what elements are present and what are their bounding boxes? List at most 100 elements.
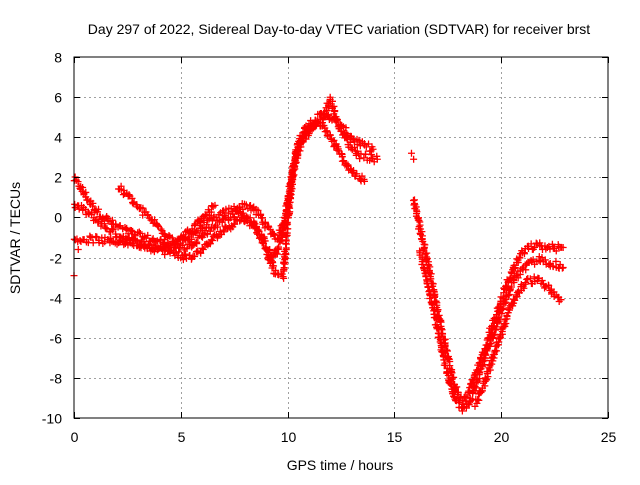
data-point — [360, 177, 368, 185]
y-tick-label: -6 — [50, 331, 63, 347]
y-tick-label: -10 — [42, 411, 62, 427]
data-point — [305, 127, 313, 135]
data-point — [213, 223, 221, 231]
data-point — [515, 253, 523, 261]
data-point — [297, 138, 305, 146]
x-tick-label: 0 — [71, 429, 79, 445]
data-series — [115, 182, 217, 248]
plot-border — [73, 56, 609, 419]
data-point — [287, 191, 295, 199]
data-point — [356, 155, 364, 163]
data-point — [479, 360, 487, 368]
data-point — [89, 199, 97, 207]
data-series — [416, 247, 566, 415]
data-point — [446, 379, 454, 387]
data-point — [110, 225, 118, 233]
data-point — [463, 393, 471, 401]
data-point — [270, 262, 278, 270]
data-point — [289, 166, 297, 174]
data-point — [531, 243, 539, 251]
data-point — [95, 239, 103, 247]
y-tick-label: -8 — [50, 371, 63, 387]
data-point — [181, 234, 189, 242]
data-point — [265, 251, 273, 259]
data-point — [521, 279, 529, 287]
data-point — [89, 239, 97, 247]
data-point — [353, 170, 361, 178]
data-point — [166, 242, 174, 250]
y-axis-label: SDTVAR / TECUs — [7, 182, 23, 294]
data-point — [495, 338, 503, 346]
data-point — [207, 208, 215, 216]
data-point — [511, 296, 519, 304]
data-point — [74, 178, 82, 186]
data-point — [180, 233, 188, 241]
data-point — [189, 228, 197, 236]
data-point — [198, 223, 206, 231]
data-point — [220, 228, 228, 236]
data-point — [198, 244, 206, 252]
data-point — [179, 256, 187, 264]
data-point — [559, 244, 567, 252]
data-point — [410, 155, 418, 163]
x-tick-label: 5 — [178, 429, 186, 445]
data-point — [415, 217, 423, 225]
data-point — [331, 107, 339, 115]
data-point — [283, 218, 291, 226]
data-point — [538, 277, 546, 285]
data-point — [282, 232, 290, 240]
data-series — [70, 116, 368, 282]
data-point — [157, 225, 165, 233]
data-point — [545, 261, 553, 269]
data-point — [520, 250, 528, 258]
data-point — [154, 222, 162, 230]
data-point — [262, 245, 270, 253]
data-point — [355, 136, 363, 144]
data-point — [190, 222, 198, 230]
y-tick-label: 4 — [54, 130, 62, 146]
data-point — [300, 132, 308, 140]
data-point — [469, 388, 477, 396]
data-layer — [70, 93, 567, 415]
data-point — [488, 360, 496, 368]
data-point — [552, 257, 560, 265]
data-point — [349, 168, 357, 176]
data-point — [199, 245, 207, 253]
data-point — [231, 220, 239, 228]
data-point — [191, 253, 199, 261]
data-point — [418, 235, 426, 243]
data-point — [100, 220, 108, 228]
data-series — [471, 273, 563, 410]
data-point — [183, 245, 191, 253]
data-point — [125, 191, 133, 199]
data-point — [429, 304, 437, 312]
data-point — [108, 216, 116, 224]
y-tick-label: 2 — [54, 170, 62, 186]
axes: 0 5 10 15 20 25 -10 -8 -6 -4 -2 0 2 4 6 8 — [42, 50, 617, 446]
chart-title: Day 297 of 2022, Sidereal Day-to-day VTE… — [88, 21, 590, 37]
data-point — [503, 312, 511, 320]
data-point — [367, 151, 375, 159]
data-point — [541, 284, 549, 292]
data-point — [508, 269, 516, 277]
data-point — [474, 395, 482, 403]
data-point — [324, 111, 332, 119]
data-point — [491, 330, 499, 338]
data-point — [203, 230, 211, 238]
data-point — [95, 205, 103, 213]
x-axis-label: GPS time / hours — [287, 457, 394, 473]
data-point — [250, 219, 258, 227]
data-point — [453, 383, 461, 391]
data-point — [504, 305, 512, 313]
data-point — [127, 226, 135, 234]
x-tick-label: 25 — [601, 429, 617, 445]
data-point — [487, 339, 495, 347]
data-point — [527, 240, 535, 248]
data-point — [433, 321, 441, 329]
data-point — [356, 142, 364, 150]
data-point — [422, 271, 430, 279]
data-point — [156, 243, 164, 251]
data-point — [290, 163, 298, 171]
data-point — [259, 238, 267, 246]
